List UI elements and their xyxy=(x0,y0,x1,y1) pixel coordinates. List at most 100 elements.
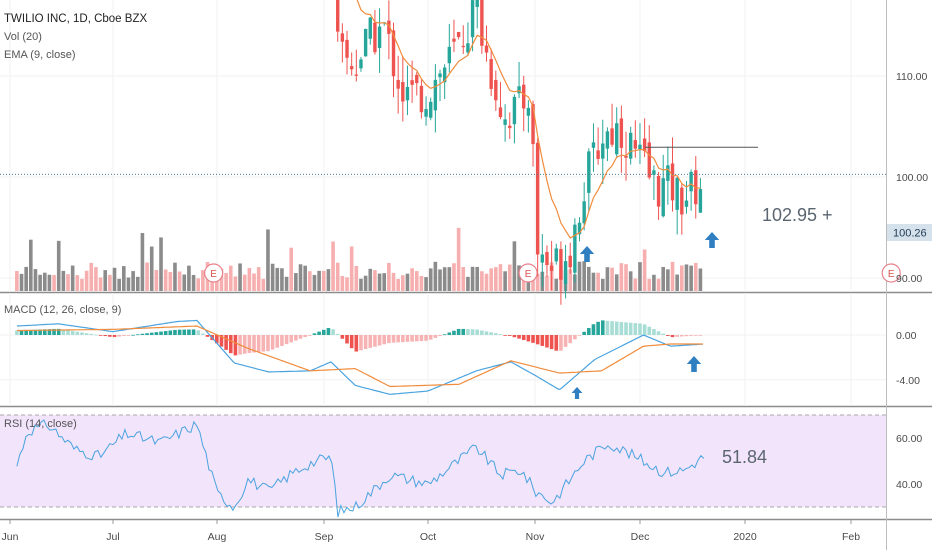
rsi-legend[interactable]: RSI (14, close) xyxy=(4,418,77,430)
candle-body xyxy=(489,59,493,89)
volume-bar xyxy=(461,267,466,291)
volume-bar xyxy=(359,278,363,291)
time-axis[interactable]: Jun Jul Aug Sep Oct Nov Dec 2020 Feb xyxy=(2,520,861,543)
macd-histogram-bar xyxy=(187,329,191,335)
macd-histogram-bar xyxy=(661,333,666,335)
macd-histogram-bar xyxy=(275,335,280,348)
macd-histogram-bar xyxy=(19,330,24,335)
macd-histogram-bar xyxy=(600,320,605,335)
volume-legend[interactable]: Vol (20) xyxy=(4,31,42,43)
candle-body xyxy=(461,45,465,48)
macd-histogram-bar xyxy=(122,335,126,336)
volume-bar xyxy=(94,267,98,291)
symbol-title[interactable]: TWILIO INC, 1D, Cboe BZX xyxy=(4,13,147,25)
volume-bar xyxy=(661,266,666,291)
volume-bar xyxy=(466,276,470,291)
macd-histogram-bar xyxy=(545,335,549,348)
macd-histogram-bar xyxy=(647,326,652,335)
macd-histogram-bar xyxy=(442,334,447,336)
candle-body xyxy=(368,17,372,39)
macd-histogram-bar xyxy=(438,335,442,337)
ema-path xyxy=(356,0,701,239)
macd-histogram-bar xyxy=(596,321,600,335)
volume-bar xyxy=(428,268,433,291)
time-tick-label: Aug xyxy=(208,531,227,543)
volume-bar xyxy=(321,270,326,291)
grid-lines xyxy=(0,0,886,406)
candle-body xyxy=(563,261,568,285)
volume-bar xyxy=(219,268,224,291)
volume-bar xyxy=(29,239,33,291)
macd-histogram-bar xyxy=(628,322,633,335)
macd-histogram-bar xyxy=(354,335,359,352)
candle-body xyxy=(345,39,349,58)
volume-bar xyxy=(261,278,266,291)
macd-histogram-bar xyxy=(531,335,535,343)
volume-bar xyxy=(159,237,163,291)
macd-histogram-bar xyxy=(391,335,396,343)
volume-bar xyxy=(587,266,591,291)
macd-histogram-bar xyxy=(535,335,540,345)
volume-bar xyxy=(605,267,610,291)
candle-body xyxy=(619,118,624,148)
macd-histogram-bar xyxy=(298,335,303,339)
candle-body xyxy=(447,46,452,64)
volume-bar xyxy=(656,278,661,291)
macd-histogram-bar xyxy=(447,332,452,335)
volume-bar xyxy=(331,241,335,291)
macd-histogram-bar xyxy=(559,335,563,351)
volume-bar xyxy=(642,249,647,291)
time-tick-label: Dec xyxy=(631,531,650,543)
macd-histogram-bar xyxy=(140,333,145,335)
macd-histogram-bar xyxy=(340,335,345,339)
macd-histogram-bar xyxy=(84,333,89,335)
macd-histogram-bar xyxy=(377,335,382,346)
macd-histogram-bar xyxy=(670,335,675,338)
ema-legend[interactable]: EMA (9, close) xyxy=(4,49,76,61)
candle-body xyxy=(349,66,354,70)
volume-bar xyxy=(410,268,414,291)
candle-body xyxy=(373,22,377,53)
volume-bar xyxy=(494,267,498,291)
volume-bar xyxy=(280,268,284,291)
candle-body xyxy=(633,140,638,149)
volume-bar xyxy=(122,266,126,291)
volume-bar xyxy=(42,272,47,291)
volume-bar xyxy=(326,269,331,291)
macd-histogram-bar xyxy=(363,335,368,350)
candle-body xyxy=(401,82,405,102)
price-axis[interactable]: 90.00100.00110.00120.00130.00140.00150.0… xyxy=(896,0,928,491)
candle-body xyxy=(415,74,419,84)
volume-bar xyxy=(577,261,582,291)
volume-bar xyxy=(517,265,521,291)
macd-histogram-bar xyxy=(368,335,373,348)
macd-histogram-bar xyxy=(610,321,614,335)
macd-histogram-bar xyxy=(624,322,628,335)
macd-legend[interactable]: MACD (12, 26, close, 9) xyxy=(4,304,121,316)
volume-bar xyxy=(61,270,66,291)
volume-bar xyxy=(182,274,187,291)
candle-body xyxy=(596,150,600,159)
volume-bar xyxy=(308,271,312,291)
last-price-tag: 100.26 xyxy=(893,228,927,240)
macd-histogram-bar xyxy=(145,333,149,335)
macd-tick-label: -4.00 xyxy=(896,375,920,387)
candle-body xyxy=(433,79,438,111)
candle-body xyxy=(363,28,368,57)
candle-body xyxy=(642,138,647,152)
time-tick-label: Sep xyxy=(315,531,334,543)
volume-bar xyxy=(698,268,703,291)
macd-histogram-bar xyxy=(24,330,28,335)
macd-histogram-bar xyxy=(494,333,498,335)
volume-bar xyxy=(196,278,201,291)
volume-bar xyxy=(680,265,684,291)
macd-histogram-bar xyxy=(540,335,545,346)
volume-bar xyxy=(15,271,19,291)
volume-bar xyxy=(66,274,70,291)
macd-histogram-bar xyxy=(424,335,428,341)
macd-histogram-bar xyxy=(642,324,647,335)
candle-body xyxy=(624,155,628,158)
volume-bar xyxy=(89,262,94,291)
